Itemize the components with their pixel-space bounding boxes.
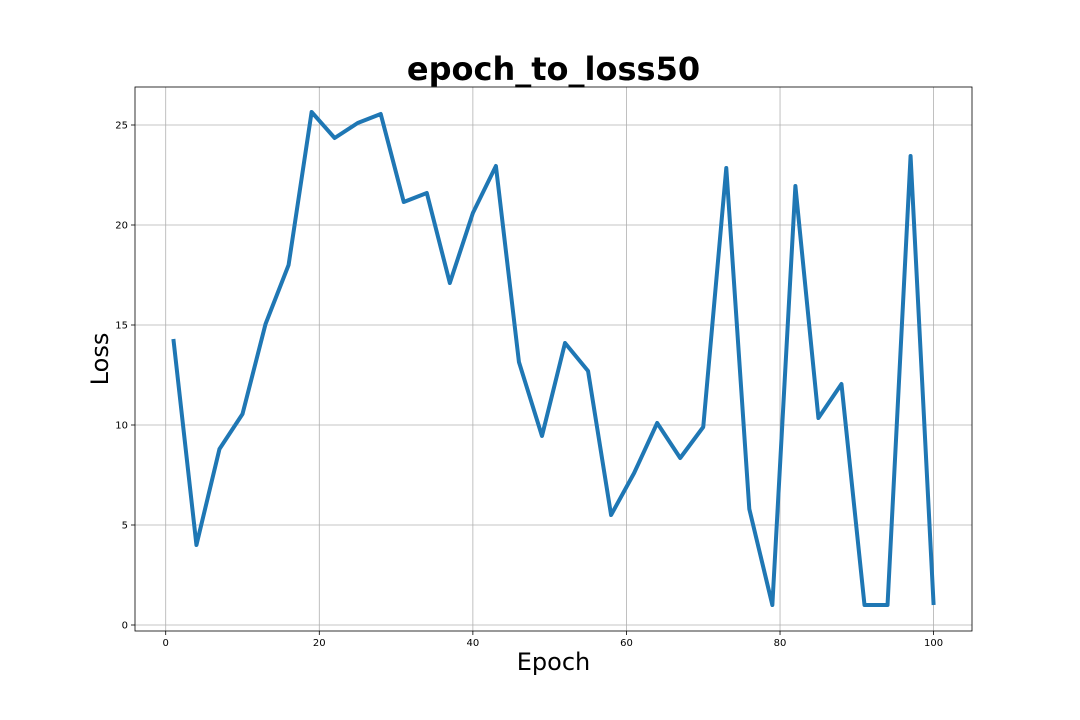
chart-title: epoch_to_loss50 xyxy=(407,50,700,88)
x-tick-label: 100 xyxy=(924,638,943,649)
y-tick-label: 15 xyxy=(115,321,128,332)
x-tick-label: 20 xyxy=(313,638,326,649)
x-tick-label: 60 xyxy=(620,638,633,649)
x-axis-label: Epoch xyxy=(517,648,591,676)
grid xyxy=(135,87,972,631)
y-tick-label: 25 xyxy=(115,121,128,132)
plot-frame xyxy=(134,86,973,632)
x-tick-label: 40 xyxy=(467,638,480,649)
series-line xyxy=(171,110,936,607)
axis-ticks: 0 20 40 60 80 100 0 5 10 15 20 25 xyxy=(115,121,943,650)
series-group xyxy=(171,110,936,607)
y-tick-label: 10 xyxy=(115,421,128,432)
y-tick-label: 5 xyxy=(122,521,128,532)
y-axis-label: Loss xyxy=(86,333,114,386)
x-tick-label: 0 xyxy=(163,638,169,649)
y-tick-label: 0 xyxy=(122,621,128,632)
x-tick-label: 80 xyxy=(774,638,787,649)
y-tick-label: 20 xyxy=(115,221,128,232)
